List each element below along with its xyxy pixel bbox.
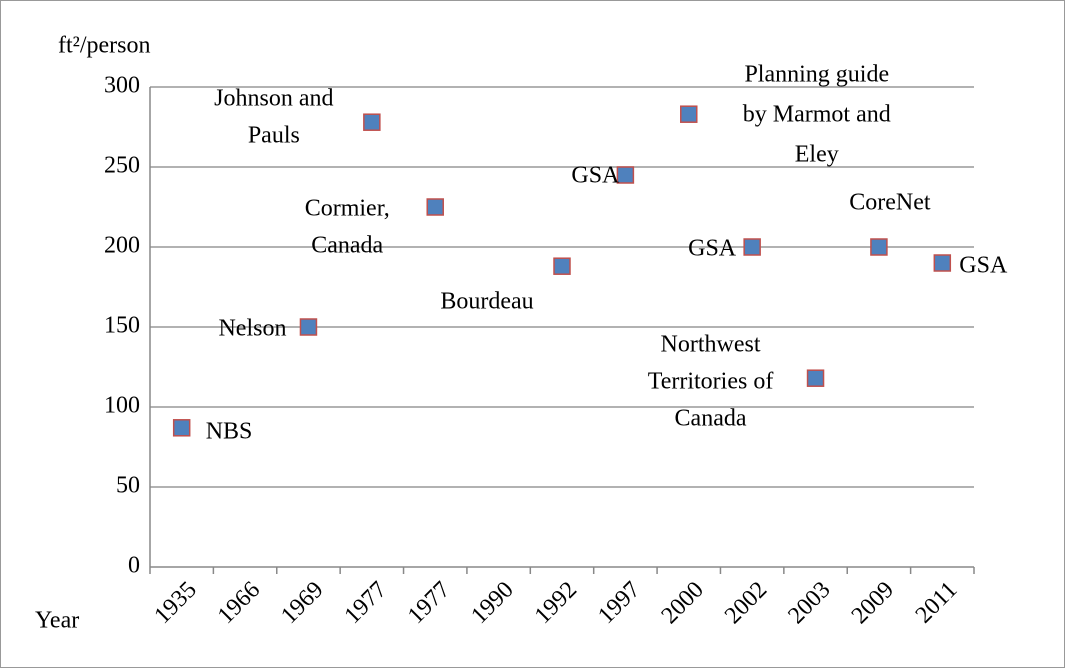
point-label: Territories of	[648, 369, 774, 395]
marker	[743, 238, 761, 256]
point-label: Nelson	[218, 316, 286, 342]
point-label: Planning guide	[744, 62, 889, 88]
point-label: CoreNet	[849, 190, 931, 216]
point-label: NBS	[206, 418, 253, 444]
point-label: Cormier,	[305, 196, 390, 222]
point-label: Johnson and	[214, 86, 333, 112]
marker	[553, 257, 571, 275]
point-label: Northwest	[661, 332, 761, 358]
marker	[299, 318, 318, 336]
point-label: Eley	[795, 142, 839, 168]
point-label: Canada	[675, 406, 747, 432]
y-tick-label: 50	[116, 473, 140, 499]
marker	[870, 238, 888, 256]
point-label: Pauls	[248, 123, 300, 149]
point-label: GSA	[959, 253, 1008, 279]
marker	[172, 419, 191, 437]
y-tick-label: 0	[128, 553, 140, 579]
point-label: Bourdeau	[440, 289, 533, 315]
y-axis-label: ft²/person	[58, 33, 151, 59]
y-tick-label: 200	[104, 233, 140, 259]
y-tick-label: 150	[104, 313, 140, 339]
marker	[363, 113, 381, 131]
marker	[616, 166, 635, 184]
y-tick-label: 300	[104, 73, 140, 99]
y-tick-label: 100	[104, 393, 140, 419]
marker	[680, 105, 698, 123]
y-tick-label: 250	[104, 153, 140, 179]
point-label: GSA	[571, 163, 620, 189]
point-label: GSA	[688, 236, 737, 262]
point-label: Canada	[311, 233, 383, 259]
marker	[426, 198, 444, 216]
point-label: by Marmot and	[743, 102, 891, 128]
x-axis-label: Year	[35, 608, 79, 634]
marker	[806, 369, 825, 387]
marker	[933, 254, 952, 272]
